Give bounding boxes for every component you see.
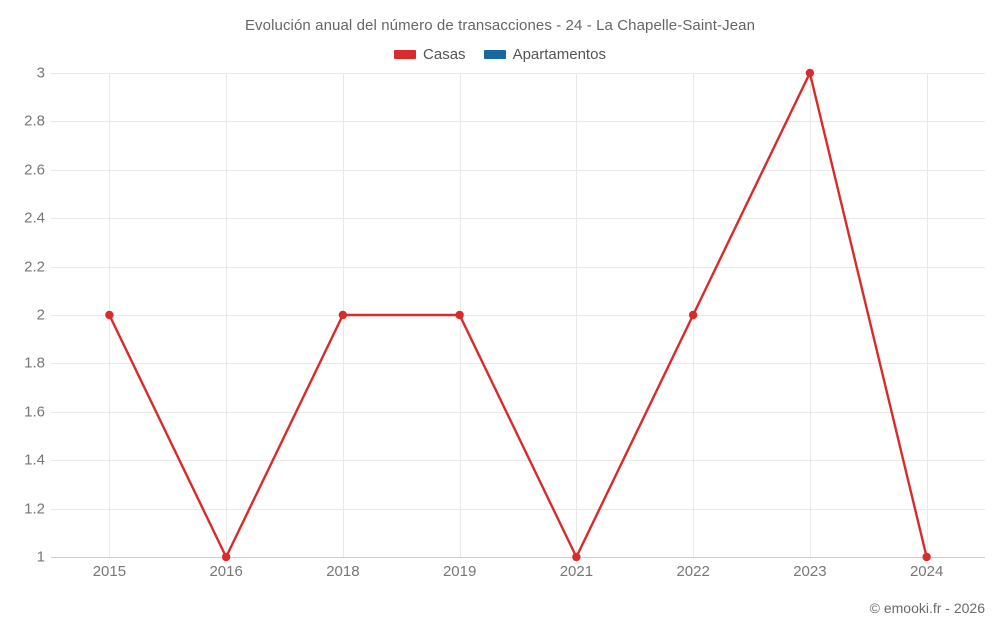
data-point-marker[interactable] — [105, 310, 114, 320]
y-tick-label: 2.4 — [24, 209, 45, 227]
x-tick-label: 2019 — [442, 563, 477, 580]
x-tick-label: 2018 — [326, 563, 360, 580]
legend-label: Casas — [423, 46, 466, 63]
legend-label: Apartamentos — [512, 46, 606, 63]
chart-legend: Casas Apartamentos — [0, 46, 1000, 63]
y-tick-label: 1.4 — [24, 451, 45, 469]
x-tick-label: 2021 — [559, 563, 594, 580]
gridline-horizontal — [51, 169, 985, 171]
x-tick-label: 2022 — [676, 563, 710, 580]
x-tick-label: 2024 — [909, 563, 944, 580]
y-tick-label: 3 — [36, 64, 45, 82]
y-axis-tick-labels: 1 1.2 1.4 1.6 1.8 2 2.2 2.4 2.6 2.8 3 — [0, 65, 45, 566]
gridline-horizontal — [51, 508, 985, 510]
x-axis-tick-labels: 2015 2016 2018 2019 2021 2022 2023 2024 — [51, 563, 985, 587]
data-point-marker[interactable] — [572, 552, 581, 562]
y-tick-label: 1.2 — [24, 500, 45, 518]
series-line-casas — [108, 71, 928, 559]
gridline-horizontal — [51, 218, 985, 220]
y-tick-label: 1.6 — [24, 403, 45, 421]
data-point-marker[interactable] — [221, 552, 231, 562]
y-tick-label: 2.8 — [24, 112, 45, 130]
legend-swatch-icon — [394, 50, 417, 59]
chart-title: Evolución anual del número de transaccio… — [244, 17, 756, 34]
data-point-marker[interactable] — [805, 68, 815, 78]
x-tick-label: 2016 — [209, 563, 243, 580]
gridline-horizontal — [51, 411, 985, 413]
y-tick-label: 2.6 — [24, 161, 45, 179]
y-tick-label: 2 — [36, 306, 45, 324]
data-point-marker[interactable] — [688, 310, 698, 320]
x-tick-label: 2015 — [92, 563, 127, 580]
gridline-horizontal — [51, 557, 985, 558]
x-tick-label: 2023 — [793, 563, 827, 580]
footer-credit: © emooki.fr - 2026 — [869, 600, 985, 616]
gridline-horizontal — [51, 363, 985, 365]
y-tick-label: 1.8 — [24, 354, 45, 372]
data-point-marker[interactable] — [922, 552, 931, 562]
series-lines — [105, 68, 931, 562]
y-tick-label: 1 — [36, 548, 45, 566]
data-point-marker[interactable] — [338, 310, 348, 320]
gridline-horizontal — [51, 460, 985, 462]
data-point-marker[interactable] — [455, 310, 464, 320]
gridline-horizontal — [51, 121, 985, 123]
gridline-horizontal — [51, 266, 985, 268]
legend-swatch-icon — [483, 50, 506, 59]
gridline-horizontal — [51, 73, 985, 74]
y-tick-label: 2.2 — [24, 258, 45, 276]
legend-item-casas[interactable]: Casas — [394, 46, 466, 63]
plot-area — [51, 68, 985, 562]
gridline-horizontal — [51, 315, 985, 316]
legend-item-apartamentos[interactable]: Apartamentos — [483, 46, 606, 63]
